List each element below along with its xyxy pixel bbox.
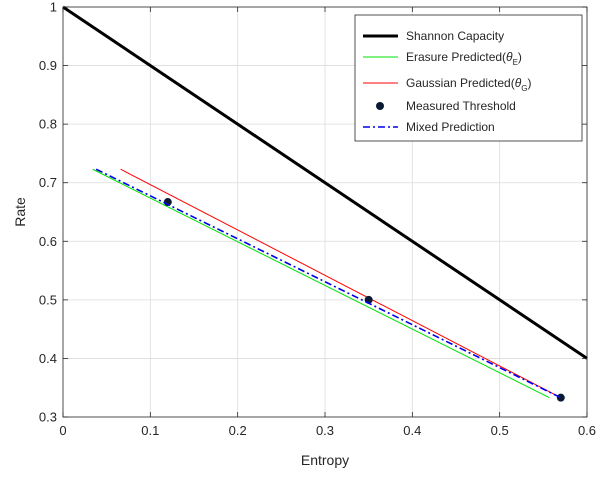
y-tick-label: 0.9 [39,58,57,73]
erasure-predicted-e-line [92,168,550,399]
y-tick-label: 0.6 [39,234,57,249]
y-tick-label: 0.7 [39,175,57,190]
y-axis-label: Rate [12,197,28,227]
x-tick-label: 0.2 [229,423,247,438]
x-tick-label: 0.1 [141,423,159,438]
legend-label: Shannon Capacity [406,29,504,43]
series-layer [62,5,588,402]
shannon-capacity-line [62,5,588,360]
x-tick-label: 0.3 [316,423,334,438]
y-tick-label: 0.5 [39,292,57,307]
x-axis-label: Entropy [301,452,349,468]
legend: Shannon Capacity Erasure Predicted(θE) Gau… [354,14,583,142]
x-tick-label: 0 [59,423,66,438]
legend-label: Measured Threshold [406,99,516,113]
axis-ticks: 0 0.1 0.2 0.3 0.4 0.5 0.6 0.3 0.4 0.5 0.6 0.7 0.8 0.9… [39,0,596,438]
x-tick-label: 0.5 [491,423,509,438]
y-tick-label: 0.8 [39,117,57,132]
measured-threshold-point [556,393,565,402]
y-tick-label: 0.4 [39,351,57,366]
legend-label: Mixed Prediction [406,120,495,134]
legend-label: Erasure Predicted(θE) [406,50,522,67]
gaussian-predicted-g-line [120,168,562,399]
legend-label: Gaussian Predicted(θG) [406,76,531,93]
y-tick-label: 1 [50,0,57,15]
x-tick-label: 0.4 [403,423,421,438]
mixed-prediction-line [95,168,562,399]
legend-marker [376,102,384,110]
y-tick-label: 0.3 [39,410,57,425]
x-tick-label: 0.6 [578,423,596,438]
